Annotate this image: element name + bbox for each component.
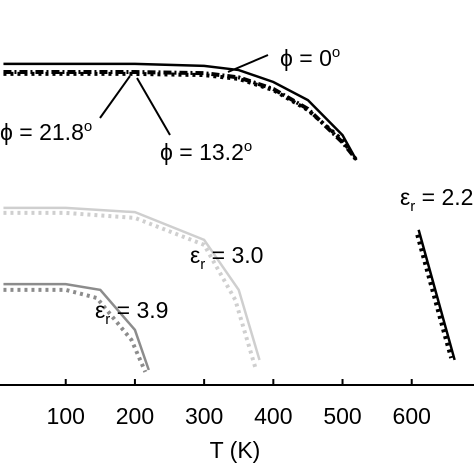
annotation-sub: r <box>410 198 415 215</box>
x-axis-label: T (K) <box>210 437 261 463</box>
annotation-sup: o <box>84 118 92 135</box>
line <box>3 206 261 361</box>
line <box>3 69 355 157</box>
annotation: εr = 3.0 <box>190 242 263 273</box>
annotation-text: ε <box>95 297 105 323</box>
x-tick-label: 300 <box>185 403 223 429</box>
x-tick-label: 400 <box>254 403 292 429</box>
x-tick-label: 600 <box>393 403 431 429</box>
annotation-text: ε <box>190 242 200 268</box>
annotation-sub: r <box>200 256 205 273</box>
annotation-rest: = 3.9 <box>110 297 168 323</box>
line <box>3 282 150 371</box>
pointer <box>136 77 171 136</box>
annotation-text: ε <box>400 184 410 210</box>
line <box>415 234 454 359</box>
x-tick-label: 500 <box>323 403 361 429</box>
annotation-sup: o <box>332 44 340 61</box>
annotation: ϕ = 21.8o <box>0 118 92 145</box>
pointer <box>99 75 131 119</box>
annotation: εr = 3.9 <box>95 297 168 328</box>
line <box>3 210 258 371</box>
annotation-text: ϕ = 13.2 <box>160 139 244 165</box>
line <box>417 229 456 361</box>
annotation-sup: o <box>244 138 252 155</box>
line <box>3 62 358 161</box>
x-tick-label: 200 <box>116 403 154 429</box>
annotation-rest: = 2.2 <box>415 184 473 210</box>
annotation: ϕ = 13.2o <box>160 138 252 165</box>
x-tick-label: 100 <box>47 403 85 429</box>
annotation-sub: r <box>105 311 110 328</box>
annotation-text: ϕ = 0 <box>280 45 332 71</box>
annotation-rest: = 3.0 <box>205 242 263 268</box>
annotation-text: ϕ = 21.8 <box>0 119 84 145</box>
annotation: εr = 2.2 <box>400 184 473 215</box>
annotation: ϕ = 0o <box>280 44 340 71</box>
